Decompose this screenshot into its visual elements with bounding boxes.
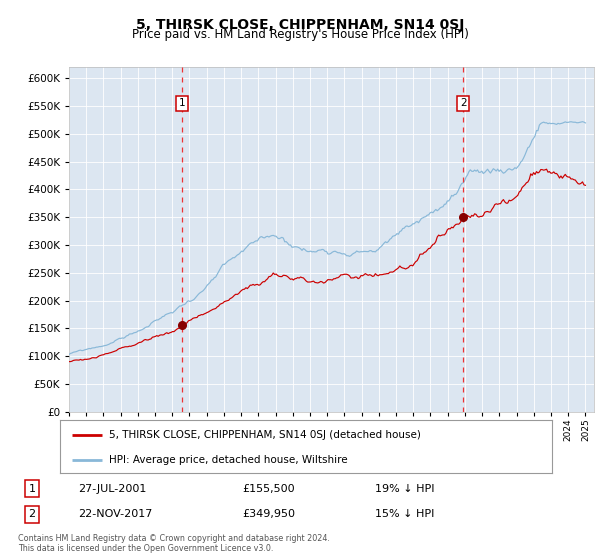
- Text: HPI: Average price, detached house, Wiltshire: HPI: Average price, detached house, Wilt…: [109, 455, 348, 465]
- Text: 5, THIRSK CLOSE, CHIPPENHAM, SN14 0SJ: 5, THIRSK CLOSE, CHIPPENHAM, SN14 0SJ: [136, 18, 464, 32]
- Text: 15% ↓ HPI: 15% ↓ HPI: [375, 509, 434, 519]
- Text: Contains HM Land Registry data © Crown copyright and database right 2024.
This d: Contains HM Land Registry data © Crown c…: [18, 534, 330, 553]
- Text: 2: 2: [29, 509, 36, 519]
- Text: 1: 1: [179, 99, 185, 108]
- Text: 27-JUL-2001: 27-JUL-2001: [78, 484, 146, 494]
- Text: £155,500: £155,500: [242, 484, 295, 494]
- Text: £349,950: £349,950: [242, 509, 295, 519]
- Text: 19% ↓ HPI: 19% ↓ HPI: [375, 484, 434, 494]
- Text: 5, THIRSK CLOSE, CHIPPENHAM, SN14 0SJ (detached house): 5, THIRSK CLOSE, CHIPPENHAM, SN14 0SJ (d…: [109, 430, 421, 440]
- Text: 22-NOV-2017: 22-NOV-2017: [78, 509, 152, 519]
- Text: 2: 2: [460, 99, 466, 108]
- Text: Price paid vs. HM Land Registry's House Price Index (HPI): Price paid vs. HM Land Registry's House …: [131, 28, 469, 41]
- Text: 1: 1: [29, 484, 35, 494]
